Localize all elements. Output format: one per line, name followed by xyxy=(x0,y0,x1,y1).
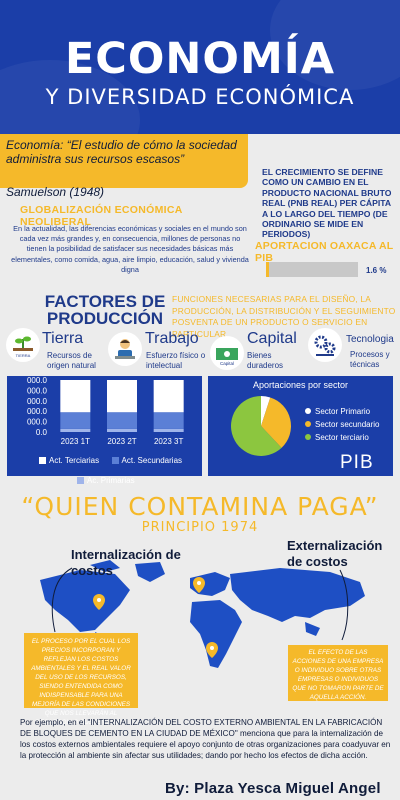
map-pin-icon xyxy=(193,577,205,593)
internalizacion-desc: EL PROCESO POR EL CUAL LOS PRECIOS INCOR… xyxy=(31,638,131,726)
pie-legend-item: Sector Primario xyxy=(305,405,379,418)
bar-segment xyxy=(60,380,91,413)
aportacion-title: APORTACION OAXACA AL PIB xyxy=(255,240,394,264)
pib-progress-track xyxy=(266,262,358,277)
factor-capital-sub: Bienes duraderos xyxy=(247,351,284,370)
bar-segment xyxy=(153,380,184,413)
gears-icon xyxy=(308,328,342,362)
pie-chart xyxy=(231,396,291,456)
bar-segment xyxy=(60,428,91,432)
factor-trabajo-sub: Esfuerzo físico o intelectual xyxy=(146,351,206,370)
quote-box xyxy=(0,134,248,188)
factor-tecnologia-sub: Procesos y técnicas xyxy=(350,350,390,369)
page-subtitle: Y DIVERSIDAD ECONÓMICA xyxy=(45,85,355,109)
pie-slice xyxy=(261,396,271,426)
legend-item: Act. Secundarias xyxy=(111,456,183,465)
money-icon: Capital xyxy=(210,336,244,370)
factor-tecnologia-name: Tecnologia xyxy=(346,334,394,345)
x-tick-label: 2023 2T xyxy=(107,437,136,446)
pie-legend-terciario: Sector terciario xyxy=(315,433,369,442)
bar-segment xyxy=(107,428,137,432)
bar-segment xyxy=(107,412,137,429)
legend-label-terciarias: Act. Terciarias xyxy=(49,456,100,465)
externalizacion-desc: EL EFECTO DE LAS ACCIONES DE UNA EMPRESA… xyxy=(292,649,384,701)
plant-icon: TIERRA xyxy=(6,328,40,362)
page-title: ECONOMÍA xyxy=(64,34,336,84)
pie-legend: Sector Primario Sector secundario Sector… xyxy=(305,405,379,444)
tierra-icon-label: TIERRA xyxy=(16,353,31,358)
header-banner xyxy=(0,0,400,134)
pie-chart-title: Aportaciones por sector xyxy=(252,380,349,390)
pie-legend-item: Sector secundario xyxy=(305,418,379,431)
author-credit: By: Plaza Yesca Miguel Angel xyxy=(165,780,381,797)
x-tick-label: 2023 3T xyxy=(154,437,183,446)
bar-chart-legend: Act. Terciarias Act. Secundarias Ac. Pri… xyxy=(7,451,202,489)
y-tick-label: 000.0 xyxy=(27,386,48,395)
factores-desc: FUNCIONES NECESARIAS PARA EL DISEÑO, LA … xyxy=(172,294,396,339)
x-tick-label: 2023 1T xyxy=(61,437,90,446)
y-tick-label: 0.0 xyxy=(36,428,48,437)
map-pin-icon xyxy=(206,642,218,658)
map-pin-icon xyxy=(93,594,105,610)
pie-legend-item: Sector terciario xyxy=(305,431,379,444)
legend-item: Ac. Primarias xyxy=(77,476,135,485)
crecimiento-text: EL CRECIMIENTO SE DEFINE COMO UN CAMBIO … xyxy=(262,167,392,240)
pie-legend-primario: Sector Primario xyxy=(315,407,371,416)
factor-tierra-sub: Recursos de origen natural xyxy=(47,351,96,370)
externalizacion-box xyxy=(288,645,388,701)
y-tick-label: 000.0 xyxy=(27,407,48,416)
pie-slice xyxy=(231,396,282,456)
factor-capital-name: Capital xyxy=(247,330,297,347)
externalizacion-label: Externalización de costos xyxy=(287,538,383,569)
pib-value: 1.6 % xyxy=(366,266,387,275)
legend-label-primarias: Ac. Primarias xyxy=(87,476,135,485)
bar-segment xyxy=(153,412,184,429)
principio-subtitle: PRINCIPIO 1974 xyxy=(141,520,259,535)
internalizacion-label: Internalización de costos xyxy=(71,547,181,578)
quote-text: Economía: “El estudio de cómo la socieda… xyxy=(6,138,237,166)
bar-segment xyxy=(60,412,91,429)
globalizacion-title: GLOBALIZACIÓN ECONÓMICA NEOLIBERAL xyxy=(20,204,183,228)
capital-icon-label: Capital xyxy=(220,361,234,366)
globalizacion-body: En la actualidad, las diferencias económ… xyxy=(11,224,249,274)
y-tick-label: 000.0 xyxy=(27,376,48,385)
worker-icon xyxy=(108,332,142,366)
legend-label-secundarias: Act. Secundarias xyxy=(121,456,183,465)
factor-trabajo-name: Trabajo xyxy=(145,330,199,347)
legend-item: Act. Terciarias xyxy=(39,456,99,465)
factores-title: FACTORES DE PRODUCCIÓN xyxy=(44,292,166,328)
ejemplo-text: Por ejemplo, en el "INTERNALIZACIÓN DEL … xyxy=(20,718,391,760)
bar-segment xyxy=(107,380,137,413)
pie-slice xyxy=(261,397,291,448)
pib-progress-fill xyxy=(266,262,269,277)
pie-legend-secundario: Sector secundario xyxy=(315,420,380,429)
pib-label: PIB xyxy=(340,452,374,473)
y-tick-label: 000.0 xyxy=(27,397,48,406)
quote-author: Samuelson (1948) xyxy=(6,185,105,199)
factor-tierra-name: Tierra xyxy=(42,330,84,347)
contamina-title: “QUIEN CONTAMINA PAGA” xyxy=(21,492,379,521)
world-map xyxy=(40,560,365,688)
y-tick-label: 000.0 xyxy=(27,418,48,427)
internalizacion-box xyxy=(24,633,138,708)
bar-segment xyxy=(153,428,184,432)
